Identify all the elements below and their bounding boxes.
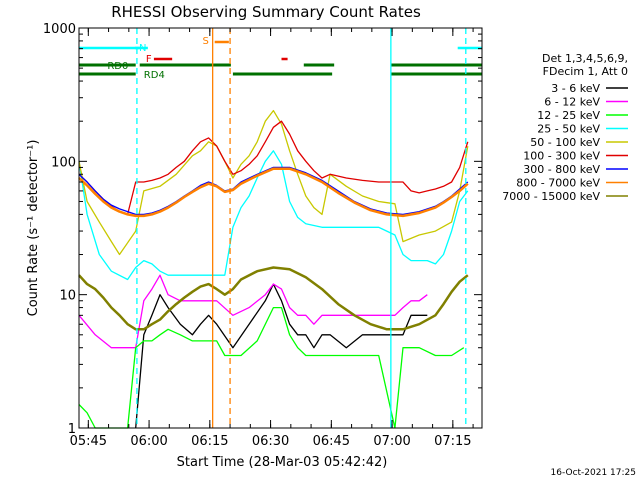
chart-title: RHESSI Observing Summary Count Rates bbox=[111, 3, 421, 21]
x-tick-label: 06:30 bbox=[252, 434, 289, 449]
y-axis-label: Count Rate (s⁻¹ detector⁻¹) bbox=[26, 140, 41, 317]
band-label-s: S bbox=[203, 36, 209, 47]
series-7000-15000-kev-line bbox=[78, 266, 469, 331]
legend: Det 1,3,4,5,6,9,FDecim 1, Att 0 3 - 6 keV… bbox=[502, 52, 628, 203]
legend-label-800-7000-kev: 800 - 7000 keV bbox=[516, 177, 600, 190]
band-label-rd4: RD4 bbox=[144, 70, 165, 81]
series-3-6-kev-line bbox=[135, 283, 428, 429]
band-label-f: F bbox=[146, 54, 152, 65]
series-100-300-kev-line bbox=[78, 120, 469, 216]
series-50-100-kev-line bbox=[78, 109, 469, 256]
x-tick-label: 06:00 bbox=[130, 434, 167, 449]
y-axis: 1 10 100 1000 bbox=[43, 22, 482, 437]
x-tick-label: 05:45 bbox=[70, 434, 107, 449]
y-tick-label: 1 bbox=[68, 422, 76, 437]
legend-label-100-300-kev: 100 - 300 keV bbox=[523, 150, 600, 163]
series-800-7000-kev-line bbox=[78, 167, 469, 218]
legend-header: FDecim 1, Att 0 bbox=[543, 65, 628, 78]
legend-header: Det 1,3,4,5,6,9, bbox=[542, 52, 628, 65]
y-tick-label: 1000 bbox=[43, 22, 76, 37]
series-25-50-kev-line bbox=[78, 150, 469, 281]
x-axis: 05:45 06:00 06:15 06:30 06:45 07:00 07:15 bbox=[70, 28, 474, 449]
x-tick-label: 07:15 bbox=[434, 434, 471, 449]
observing-status-bands: NFSRD0RD4 bbox=[79, 36, 482, 81]
x-tick-label: 07:00 bbox=[373, 434, 410, 449]
series-6-12-kev-line bbox=[78, 274, 428, 349]
series-lines bbox=[78, 109, 469, 429]
x-tick-label: 06:15 bbox=[191, 434, 228, 449]
legend-label-12-25-kev: 12 - 25 keV bbox=[537, 109, 600, 122]
legend-label-50-100-kev: 50 - 100 keV bbox=[530, 136, 600, 149]
y-tick-label: 100 bbox=[51, 155, 76, 170]
legend-label-300-800-kev: 300 - 800 keV bbox=[523, 163, 600, 176]
legend-label-25-50-kev: 25 - 50 keV bbox=[537, 123, 600, 136]
y-tick-label: 10 bbox=[59, 289, 76, 304]
event-markers bbox=[136, 28, 467, 428]
footer-timestamp: 16-Oct-2021 17:25 bbox=[551, 468, 636, 478]
legend-label-6-12-kev: 6 - 12 keV bbox=[544, 96, 600, 109]
x-axis-label: Start Time (28-Mar-03 05:42:42) bbox=[177, 455, 388, 470]
x-tick-label: 06:45 bbox=[313, 434, 350, 449]
legend-label-3-6-kev: 3 - 6 keV bbox=[551, 82, 600, 95]
plot-frame bbox=[78, 27, 483, 429]
band-label-rd0: RD0 bbox=[107, 61, 128, 72]
legend-label-7000-15000-kev: 7000 - 15000 keV bbox=[502, 190, 600, 203]
